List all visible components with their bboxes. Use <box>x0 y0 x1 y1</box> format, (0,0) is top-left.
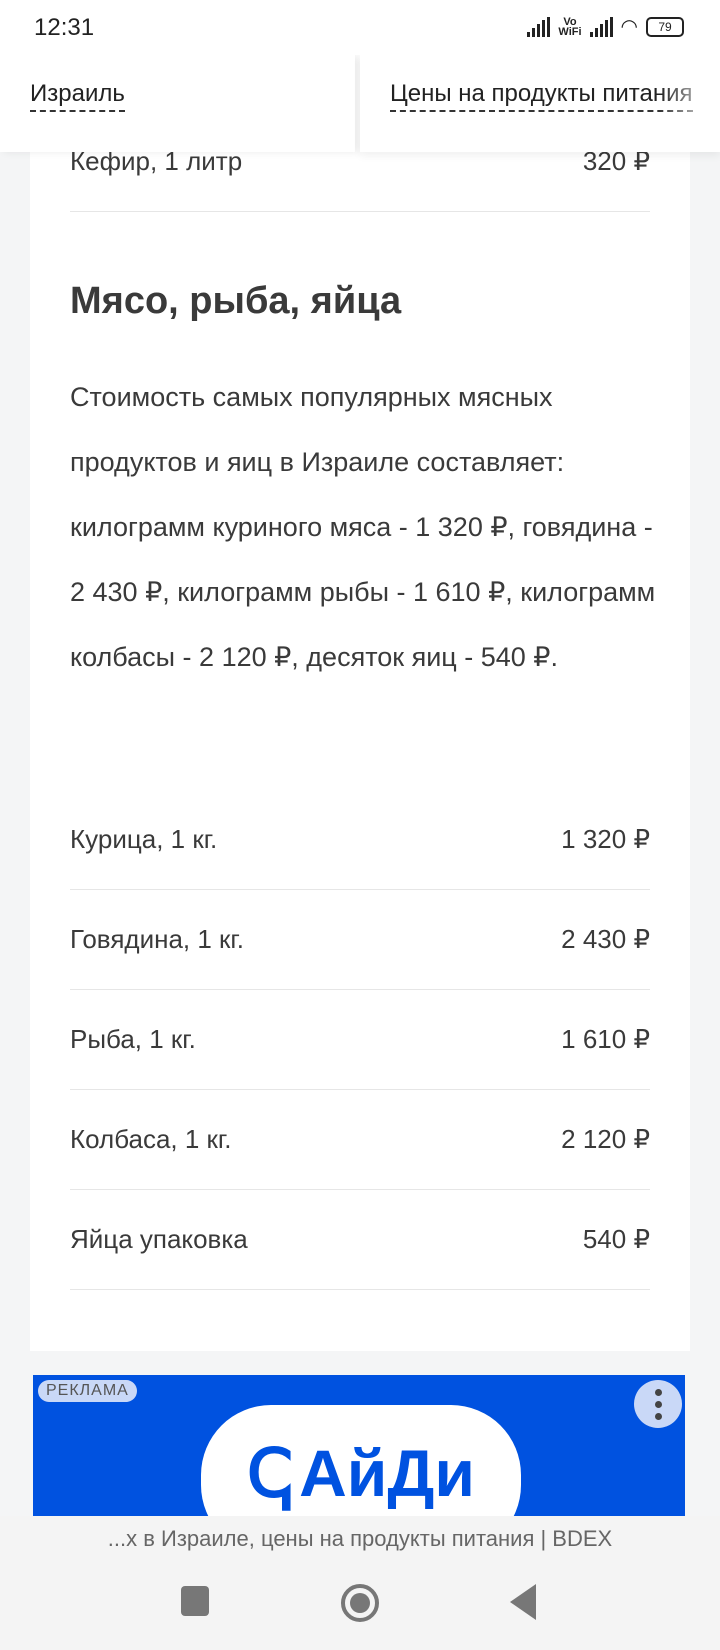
vowifi-icon: Vo WiFi <box>558 15 582 38</box>
price-row: Яйца упаковка 540 ₽ <box>70 1190 650 1290</box>
price-row: Курица, 1 кг. 1 320 ₽ <box>70 790 650 890</box>
logo-mark-icon: ↅ <box>247 1436 294 1510</box>
product-price: 1 320 ₽ <box>561 824 650 854</box>
price-row: Рыба, 1 кг. 1 610 ₽ <box>70 990 650 1090</box>
price-row: Говядина, 1 кг. 2 430 ₽ <box>70 890 650 990</box>
home-icon[interactable] <box>341 1584 379 1622</box>
signal-icon-2 <box>589 16 613 37</box>
vowifi-top: Vo <box>563 15 577 28</box>
ad-label: РЕКЛАМА <box>38 1380 137 1402</box>
product-name: Рыба, 1 кг. <box>70 1024 196 1054</box>
tab-bar: Израиль Цены на продукты питания <box>0 55 720 152</box>
product-name: Говядина, 1 кг. <box>70 924 244 954</box>
status-bar: 12:31 Vo WiFi ◠ 79 <box>0 0 720 55</box>
tab-label: Израиль <box>30 80 125 112</box>
tab-israel[interactable]: Израиль <box>0 55 355 152</box>
product-price: 1 610 ₽ <box>561 1024 650 1054</box>
clock: 12:31 <box>34 14 95 41</box>
section-text: Стоимость самых популярных мясных продук… <box>70 382 656 672</box>
tab-label: Цены на продукты питания <box>390 80 693 112</box>
ad-logo: ↅ АйДи <box>201 1405 521 1517</box>
product-name: Курица, 1 кг. <box>70 824 218 854</box>
product-price: 2 430 ₽ <box>561 924 650 954</box>
recents-icon[interactable] <box>181 1586 209 1616</box>
back-icon[interactable] <box>510 1584 536 1620</box>
vowifi-bottom: WiFi <box>558 25 582 38</box>
tab-food-prices[interactable]: Цены на продукты питания <box>360 55 720 152</box>
product-price: 2 120 ₽ <box>561 1124 650 1154</box>
page-title[interactable]: ...х в Израиле, цены на продукты питания… <box>107 1526 613 1551</box>
content-card: Кефир, 1 литр 320 ₽ Мясо, рыба, яйца Сто… <box>30 0 690 1351</box>
browser-bottom: ...х в Израиле, цены на продукты питания… <box>0 1516 720 1650</box>
section-title: Мясо, рыба, яйца <box>70 280 402 322</box>
more-options-icon[interactable] <box>634 1380 682 1428</box>
product-name: Яйца упаковка <box>70 1224 248 1254</box>
signal-icon <box>527 16 551 37</box>
battery-icon: 79 <box>646 16 684 37</box>
ad-banner[interactable]: РЕКЛАМА ↅ АйДи <box>33 1375 685 1517</box>
product-name: Колбаса, 1 кг. <box>70 1124 232 1154</box>
nav-bar <box>0 1584 720 1624</box>
product-price: 540 ₽ <box>582 1224 650 1254</box>
wifi-icon: ◠ <box>620 16 638 38</box>
price-row: Колбаса, 1 кг. 2 120 ₽ <box>70 1090 650 1190</box>
ad-brand: АйДи <box>299 1436 475 1510</box>
